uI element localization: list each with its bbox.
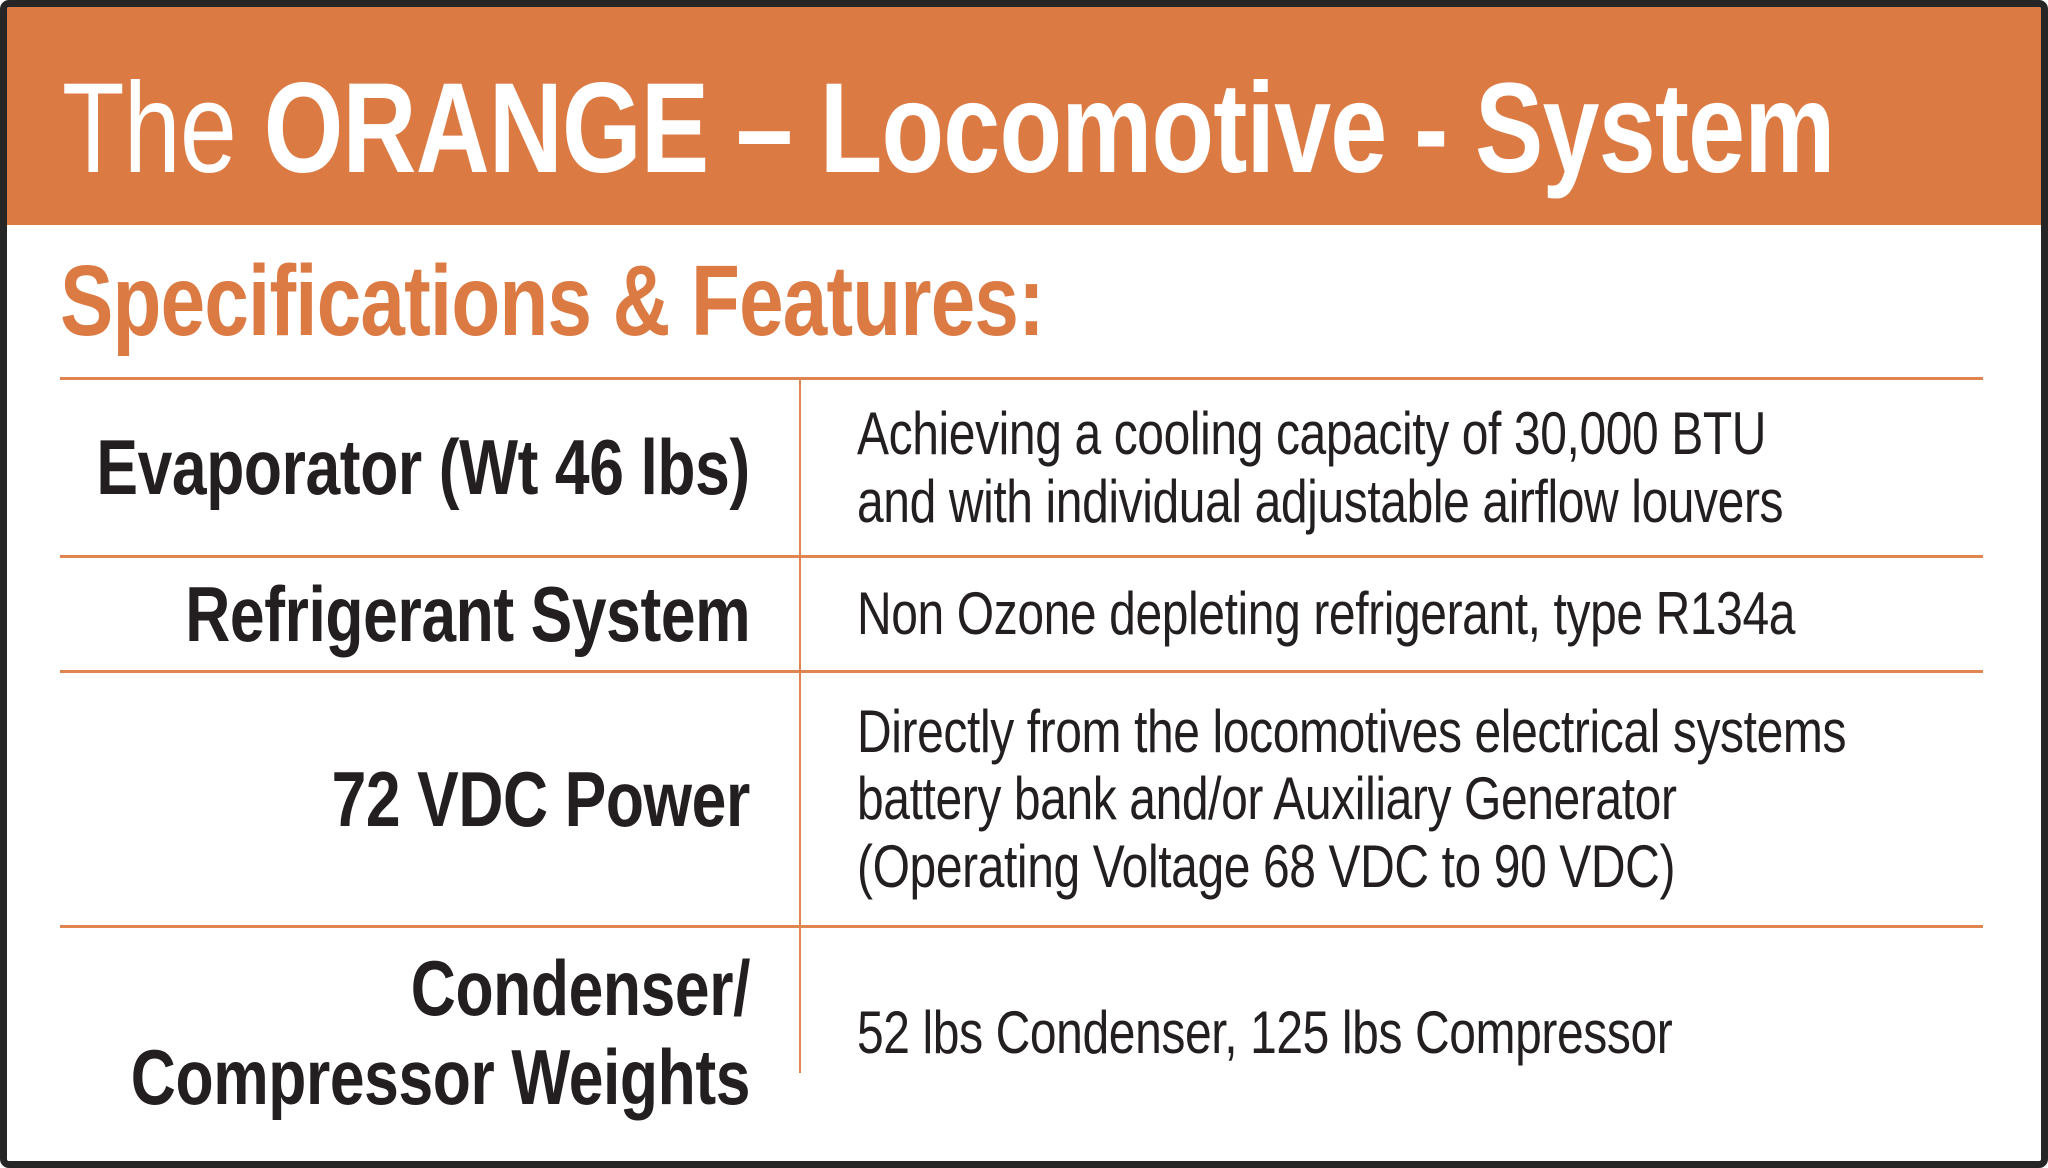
- spec-label: 72 VDC Power: [331, 754, 751, 843]
- spec-value-cell: Achieving a cooling capacity of 30,000 B…: [800, 380, 1983, 555]
- spec-label: Refrigerant System: [184, 569, 750, 658]
- title-banner: The ORANGE – Locomotive - System: [7, 7, 2041, 225]
- table-row-evaporator: Evaporator (Wt 46 lbs) Achieving a cooli…: [60, 377, 1983, 555]
- spec-value: Non Ozone depleting refrigerant, type R1…: [857, 580, 1796, 648]
- spec-value: Directly from the locomotives electrical…: [857, 698, 1847, 900]
- column-divider: [799, 377, 801, 1073]
- spec-value-cell: Non Ozone depleting refrigerant, type R1…: [800, 558, 1983, 670]
- spec-label-cell: Condenser/ Compressor Weights: [60, 928, 800, 1137]
- spec-value-cell: 52 lbs Condenser, 125 lbs Compressor: [800, 928, 1983, 1137]
- spec-label: Evaporator (Wt 46 lbs): [96, 423, 751, 512]
- section-heading-area: Specifications & Features:: [60, 225, 1290, 377]
- spec-table: Evaporator (Wt 46 lbs) Achieving a cooli…: [60, 377, 1983, 1137]
- spec-value-cell: Directly from the locomotives electrical…: [800, 673, 1983, 925]
- spec-label-cell: Evaporator (Wt 46 lbs): [60, 380, 800, 555]
- spec-value: Achieving a cooling capacity of 30,000 B…: [857, 400, 1784, 535]
- table-row-power: 72 VDC Power Directly from the locomotiv…: [60, 670, 1983, 925]
- spec-label: Condenser/ Compressor Weights: [130, 944, 751, 1121]
- section-heading: Specifications & Features:: [60, 245, 1045, 357]
- page-title-prefix: The: [62, 57, 264, 201]
- table-row-weights: Condenser/ Compressor Weights 52 lbs Con…: [60, 925, 1983, 1137]
- spec-label-cell: 72 VDC Power: [60, 673, 800, 925]
- page-title-main: ORANGE – Locomotive - System: [263, 57, 1836, 201]
- table-row-refrigerant: Refrigerant System Non Ozone depleting r…: [60, 555, 1983, 670]
- spec-value: 52 lbs Condenser, 125 lbs Compressor: [857, 998, 1673, 1066]
- page-title: The ORANGE – Locomotive - System: [62, 57, 1835, 200]
- spec-label-cell: Refrigerant System: [60, 558, 800, 670]
